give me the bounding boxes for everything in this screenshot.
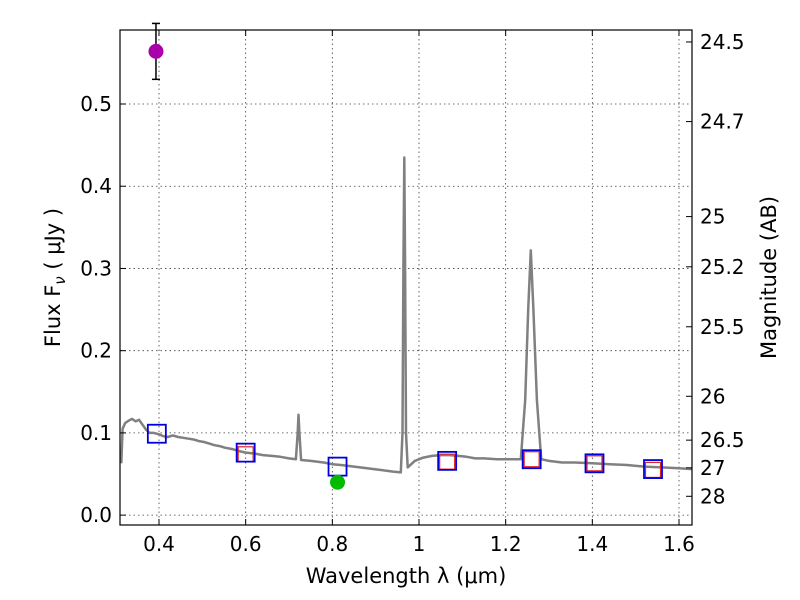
x-tick-label: 0.4 — [143, 532, 175, 556]
detection-point — [330, 474, 346, 490]
axis-ticks: 0.4 0.6 0.8 1 1.2 1.4 1.6 0.0 0.1 0.2 0.3 0.4 0.5 24.… — [80, 30, 744, 556]
mag-tick-label: 27 — [700, 456, 725, 480]
photometry-markers — [146, 22, 663, 490]
observed-flux-marker — [586, 455, 603, 472]
observed-flux-marker — [523, 451, 540, 468]
model-flux-marker — [437, 450, 458, 471]
y-axis-title-main: Flux F — [41, 285, 65, 347]
mag-tick-label: 26 — [700, 384, 725, 408]
y-tick-label: 0.1 — [80, 421, 112, 445]
plot-frame — [119, 29, 693, 526]
y-tick-label: 0.4 — [80, 174, 112, 198]
y-axis-title: Flux Fν ( μJy ) — [41, 208, 69, 347]
x-tick-label: 0.8 — [316, 532, 348, 556]
detection-point — [148, 43, 164, 59]
mag-tick-label: 26.5 — [700, 428, 745, 452]
y-axis-title-subscript: ν — [51, 276, 69, 284]
right-axis-title: Magnitude (AB) — [757, 196, 781, 359]
y-tick-label: 0.5 — [80, 92, 112, 116]
model-flux-marker — [643, 459, 663, 479]
mag-tick-label: 28 — [700, 484, 725, 508]
grid-lines — [120, 30, 692, 525]
x-tick-label: 1.2 — [490, 532, 522, 556]
mag-tick-label: 25.2 — [700, 255, 745, 279]
model-flux-marker — [584, 453, 605, 474]
x-tick-label: 1.6 — [663, 532, 695, 556]
model-flux-marker — [521, 449, 542, 470]
mag-tick-label: 24.5 — [700, 30, 745, 54]
y-tick-label: 0.2 — [80, 339, 112, 363]
mag-tick-label: 25 — [700, 205, 725, 229]
x-tick-label: 1.4 — [576, 532, 608, 556]
mag-tick-label: 24.7 — [700, 110, 745, 134]
y-tick-label: 0.3 — [80, 256, 112, 280]
x-axis-title: Wavelength λ (μm) — [306, 564, 507, 588]
model-flux-marker — [146, 423, 167, 444]
x-tick-label: 0.6 — [230, 532, 262, 556]
mag-tick-label: 25.5 — [700, 315, 745, 339]
model-flux-marker — [235, 442, 256, 463]
x-tick-label: 1 — [413, 532, 426, 556]
y-axis-title-unit: ( μJy ) — [41, 208, 65, 276]
y-tick-label: 0.0 — [80, 503, 112, 527]
